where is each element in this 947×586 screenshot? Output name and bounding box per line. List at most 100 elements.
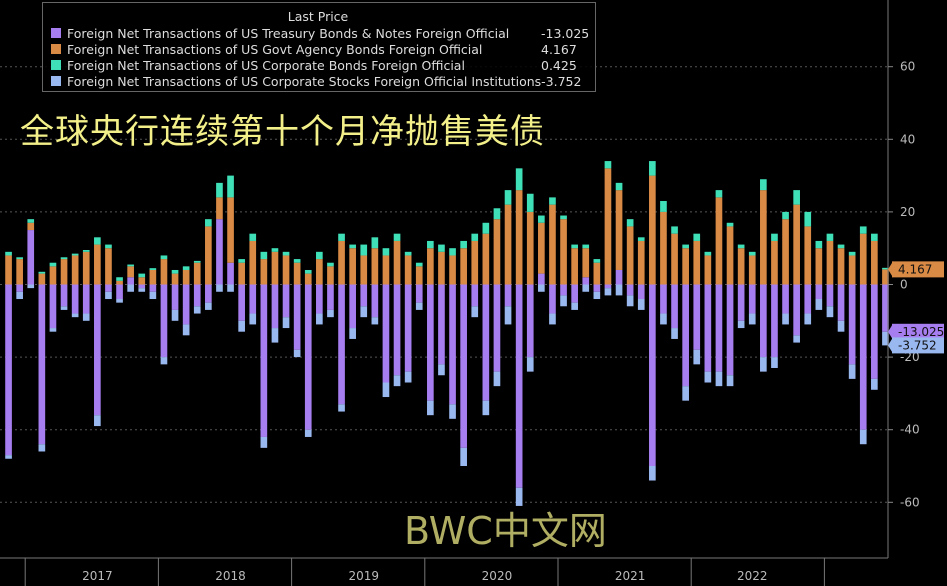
bar-segment	[216, 284, 223, 292]
legend-name: Foreign Net Transactions of US Corporate…	[66, 73, 542, 89]
bar-segment	[726, 222, 734, 227]
bar-segment	[760, 284, 767, 358]
bar-segment	[471, 233, 479, 241]
bar-segment	[182, 266, 190, 270]
price-tag-arrow	[888, 337, 893, 354]
bar-segment	[660, 313, 667, 325]
bar-segment	[49, 262, 57, 267]
bar-segment	[571, 302, 578, 310]
bar-segment	[27, 222, 35, 231]
legend-swatch-corporate-bonds	[51, 60, 61, 70]
bar-segment	[848, 364, 856, 379]
bar-segment	[715, 371, 723, 387]
bar-segment	[271, 248, 279, 252]
bar-segment	[415, 262, 423, 267]
bar-segment	[282, 255, 290, 285]
bar-segment	[748, 284, 756, 314]
bar-segment	[771, 233, 778, 241]
bar-segment	[216, 182, 223, 198]
bar-segment	[604, 284, 612, 289]
bar-segment	[205, 302, 212, 310]
bar-segment	[105, 248, 112, 285]
bar-segment	[615, 182, 623, 191]
bar-segment	[38, 273, 46, 285]
bar-segment	[704, 255, 712, 285]
bar-segment	[815, 284, 823, 300]
bar-segment	[316, 251, 323, 260]
bar-segment	[438, 364, 445, 376]
bar-segment	[760, 357, 767, 372]
bar-segment	[238, 259, 245, 263]
bar-segment	[71, 313, 79, 318]
y-tick-label: 60	[900, 60, 915, 74]
legend-swatch-agency	[51, 44, 61, 54]
bar-segment	[338, 233, 345, 241]
bar-segment	[871, 240, 878, 285]
bar-segment	[449, 404, 456, 419]
bar-segment	[737, 244, 745, 249]
bar-segment	[526, 193, 534, 212]
legend-row: Foreign Net Transactions of US Corporate…	[51, 73, 591, 89]
bar-segment	[815, 299, 823, 310]
bar-segment	[837, 284, 845, 321]
bar-segment	[593, 291, 601, 300]
bar-segment	[726, 284, 734, 376]
bar-segment	[671, 328, 678, 339]
bar-segment	[493, 284, 501, 372]
bar-segment	[826, 284, 834, 307]
bar-segment	[704, 251, 712, 256]
bar-segment	[837, 248, 845, 285]
bar-segment	[171, 269, 179, 274]
bar-segment	[615, 190, 623, 270]
bar-segment	[282, 317, 290, 329]
bar-segment	[27, 219, 35, 223]
bar-segment	[193, 306, 201, 314]
bar-segment	[538, 284, 545, 292]
bar-segment	[149, 269, 157, 285]
price-tag-arrow	[888, 323, 893, 340]
bar-segment	[549, 313, 556, 325]
bar-segment	[149, 284, 157, 292]
bar-segment	[859, 429, 867, 445]
price-tag	[892, 337, 944, 354]
legend-name: Foreign Net Transactions of US Treasury …	[67, 25, 510, 41]
bar-segment	[438, 251, 445, 285]
bar-segment	[815, 240, 823, 249]
x-tick-label: 2017	[82, 569, 113, 583]
bar-segment	[293, 262, 301, 285]
bar-segment	[227, 284, 234, 292]
bar-segment	[94, 415, 101, 427]
bar-segment	[127, 284, 134, 292]
price-tag-label: -3.752	[898, 338, 937, 352]
bar-segment	[160, 259, 168, 285]
bar-segment	[238, 284, 245, 321]
bar-segment	[71, 284, 79, 314]
bar-segment	[404, 284, 412, 372]
bar-segment	[593, 259, 601, 263]
bar-segment	[427, 400, 434, 416]
legend-name: Foreign Net Transactions of US Corporate…	[67, 57, 465, 73]
bar-segment	[138, 288, 146, 292]
bar-segment	[848, 284, 856, 365]
bar-segment	[427, 240, 434, 249]
bar-segment	[94, 284, 101, 416]
bar-segment	[671, 233, 678, 285]
bar-segment	[338, 240, 345, 285]
bar-segment	[837, 244, 845, 249]
bar-segment	[349, 248, 356, 285]
bar-segment	[404, 255, 412, 285]
bar-segment	[460, 248, 467, 285]
bar-segment	[560, 215, 567, 220]
bar-segment	[660, 201, 667, 212]
bar-segment	[382, 382, 390, 398]
bar-segment	[60, 306, 68, 310]
bar-segment	[737, 320, 745, 329]
bar-segment	[549, 204, 556, 285]
bar-segment	[604, 288, 612, 296]
bar-segment	[582, 248, 590, 278]
bar-segment	[160, 357, 168, 365]
y-tick-label: -20	[900, 350, 920, 364]
bar-segment	[782, 211, 789, 220]
bar-segment	[404, 371, 412, 383]
